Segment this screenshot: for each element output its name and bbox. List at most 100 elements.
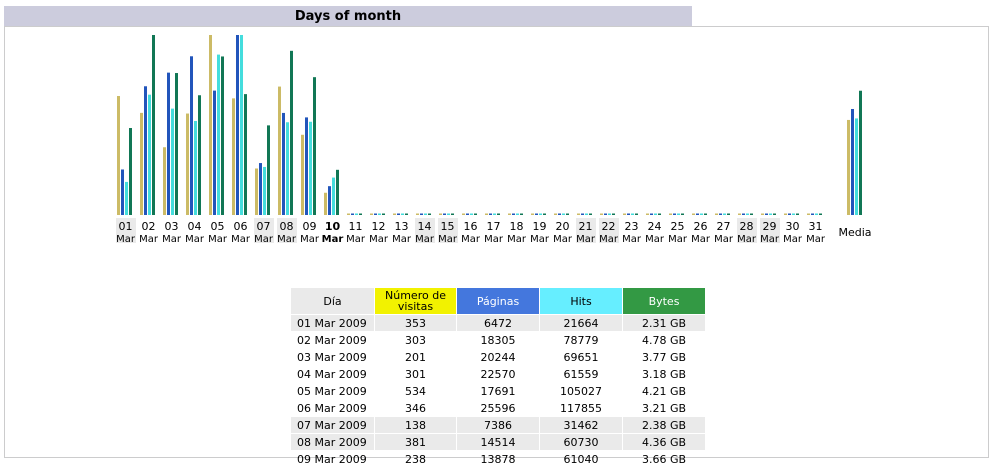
- bar-visits-day-26: [692, 213, 695, 215]
- bar-bytes-day-05: [221, 56, 224, 216]
- bar-pages-day-29: [765, 213, 768, 215]
- bar-hits-day-04: [194, 120, 197, 215]
- table-row: 02 Mar 2009 303 18305 78779 4.78 GB: [291, 332, 705, 348]
- tick-label-month: Mar: [484, 234, 504, 245]
- tick-label-day: 30: [786, 220, 800, 233]
- tick-label-month: Mar: [277, 234, 297, 245]
- bar-visits-day-10: [324, 192, 327, 215]
- bar-visits-day-18: [508, 213, 511, 215]
- tick-label-day: 23: [625, 220, 639, 233]
- tick-label-day: 22: [602, 220, 616, 233]
- tick-label-day: 20: [556, 220, 570, 233]
- bar-visits-day-17: [485, 213, 488, 215]
- bar-bytes-day-07: [267, 125, 270, 215]
- tick-label-day: 08: [280, 220, 294, 233]
- tick-label-month: Mar: [622, 234, 642, 245]
- tick-label-month: Mar: [737, 234, 757, 245]
- tick-label-month: Mar: [369, 234, 389, 245]
- bar-pages-day-06: [236, 35, 239, 215]
- bar-pages-day-19: [535, 213, 538, 215]
- cell-pages: 14514: [457, 434, 539, 450]
- bar-average-bytes: [859, 90, 862, 215]
- bar-average-pages: [851, 109, 854, 215]
- tick-label-month: Mar: [714, 234, 734, 245]
- bar-bytes-day-01: [129, 128, 132, 215]
- bar-pages-day-07: [259, 163, 262, 215]
- tick-label-day: 12: [372, 220, 386, 233]
- bar-bytes-day-29: [773, 213, 776, 215]
- bar-visits-day-21: [577, 213, 580, 215]
- cell-pages: 13878: [480, 452, 516, 466]
- bar-pages-day-20: [558, 213, 561, 215]
- cell-day: 04 Mar 2009: [297, 367, 367, 381]
- bar-hits-day-05: [217, 54, 220, 215]
- bar-bytes-day-06: [244, 94, 247, 215]
- tick-label-day: 28: [740, 220, 754, 233]
- bar-pages-day-15: [443, 213, 446, 215]
- cell-pages: 20244: [480, 350, 516, 364]
- bar-hits-day-27: [723, 213, 726, 215]
- tick-label-month: Mar: [668, 234, 688, 245]
- bar-pages-day-21: [581, 213, 584, 215]
- bar-pages-day-23: [627, 213, 630, 215]
- tick-label-month: Mar: [760, 234, 780, 245]
- tick-label-month: Mar: [576, 234, 596, 245]
- cell-day: 06 Mar 2009: [297, 401, 367, 415]
- bar-pages-day-31: [811, 213, 814, 215]
- tick-label-day: 06: [234, 220, 248, 233]
- table-row: 04 Mar 2009 301 22570 61559 3.18 GB: [291, 366, 705, 382]
- header-bytes: Bytes: [623, 288, 705, 314]
- bar-visits-day-08: [278, 86, 281, 215]
- tick-label-month: Mar: [139, 234, 159, 245]
- bar-hits-day-16: [470, 213, 473, 215]
- bar-hits-day-06: [240, 35, 243, 215]
- bar-hits-day-02: [148, 94, 151, 215]
- weekend-label-bg: [438, 218, 458, 243]
- tick-label-day: 24: [648, 220, 662, 233]
- cell-hits: 105027: [560, 384, 602, 398]
- bar-visits-day-03: [163, 147, 166, 215]
- tick-label-day: 17: [487, 220, 501, 233]
- bar-hits-day-07: [263, 166, 266, 215]
- bar-visits-day-06: [232, 98, 235, 215]
- cell-hits: 61559: [563, 367, 599, 381]
- header-hits: Hits: [540, 288, 622, 314]
- bar-visits-day-28: [738, 213, 741, 215]
- cell-visits: 353: [375, 315, 456, 331]
- bar-pages-day-14: [420, 213, 423, 215]
- tick-label-day: 15: [441, 220, 455, 233]
- bar-visits-day-12: [370, 213, 373, 215]
- tick-label-month: Mar: [553, 234, 573, 245]
- cell-pages: 18305: [480, 333, 516, 347]
- tick-label-month: Mar: [461, 234, 481, 245]
- cell-bytes: 4.78 GB: [641, 333, 687, 347]
- bar-bytes-day-13: [405, 213, 408, 215]
- weekend-label-bg: [599, 218, 619, 243]
- bar-bytes-day-16: [474, 213, 477, 215]
- bar-bytes-day-09: [313, 77, 316, 215]
- bar-visits-day-27: [715, 213, 718, 215]
- tick-label-month: Mar: [438, 234, 458, 245]
- cell-hits: 61040: [563, 452, 599, 466]
- cell-visits: 303: [405, 333, 426, 347]
- section-title-bar: Days of month: [4, 6, 692, 27]
- cell-day: 02 Mar 2009: [297, 333, 367, 347]
- header-pages: Páginas: [457, 288, 539, 314]
- bar-visits-day-05: [209, 35, 212, 215]
- table-row: 06 Mar 2009 346 25596 117855 3.21 GB: [291, 400, 705, 416]
- bar-bytes-day-28: [750, 213, 753, 215]
- tick-label-day: 19: [533, 220, 547, 233]
- tick-label-day: 13: [395, 220, 409, 233]
- cell-day: 03 Mar 2009: [297, 350, 367, 364]
- tick-label-day: 27: [717, 220, 731, 233]
- cell-pages: 7386: [457, 417, 539, 433]
- bar-visits-day-29: [761, 213, 764, 215]
- bar-bytes-day-04: [198, 95, 201, 215]
- tick-label-month: Mar: [599, 234, 619, 245]
- cell-bytes: 3.77 GB: [641, 350, 687, 364]
- table-row: 05 Mar 2009 534 17691 105027 4.21 GB: [291, 383, 705, 399]
- table-row: 07 Mar 2009 138 7386 31462 2.38 GB: [291, 417, 705, 433]
- cell-visits: 301: [405, 367, 426, 381]
- cell-day: 09 Mar 2009: [297, 452, 367, 466]
- bar-pages-day-03: [167, 72, 170, 215]
